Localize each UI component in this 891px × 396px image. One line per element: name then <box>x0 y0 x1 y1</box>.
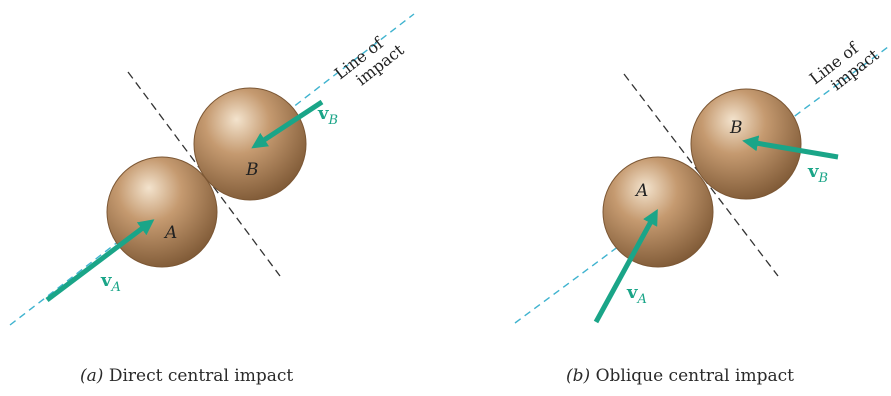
sphere-a <box>106 156 218 268</box>
caption-b-tag: (b) <box>566 366 591 386</box>
caption-a: (a) Direct central impact <box>80 366 293 386</box>
caption-b: (b) Oblique central impact <box>566 366 794 386</box>
velocity-arrow-a <box>593 208 658 324</box>
velocity-arrow-b <box>742 135 839 160</box>
panel-a: A B vA vB Line of impact <box>9 13 415 326</box>
tangent-line-a <box>127 71 281 277</box>
sphere-a-label: A <box>634 181 648 201</box>
velocity-label-a: vA <box>626 282 647 307</box>
caption-a-text: Direct central impact <box>108 366 294 386</box>
velocity-label-b: vB <box>807 161 828 186</box>
sphere-b <box>193 87 307 201</box>
velocity-arrow-a <box>45 219 155 302</box>
sphere-b <box>690 88 802 200</box>
caption-b-text: Oblique central impact <box>595 366 794 386</box>
caption-a-tag: (a) <box>80 366 104 386</box>
velocity-label-a: vA <box>100 270 121 295</box>
sphere-b-label: B <box>729 118 743 138</box>
tangent-line-b <box>623 73 779 277</box>
velocity-arrow-b <box>251 99 324 149</box>
line-of-impact-label-a: Line of impact <box>331 33 408 89</box>
velocity-label-b: vB <box>317 103 338 128</box>
sphere-a <box>602 156 714 268</box>
panel-b: A B vA vB Line of impact <box>514 38 889 324</box>
sphere-b-label: B <box>245 160 259 180</box>
sphere-a-label: A <box>163 223 177 243</box>
line-of-impact-label-b: Line of impact <box>806 38 883 94</box>
